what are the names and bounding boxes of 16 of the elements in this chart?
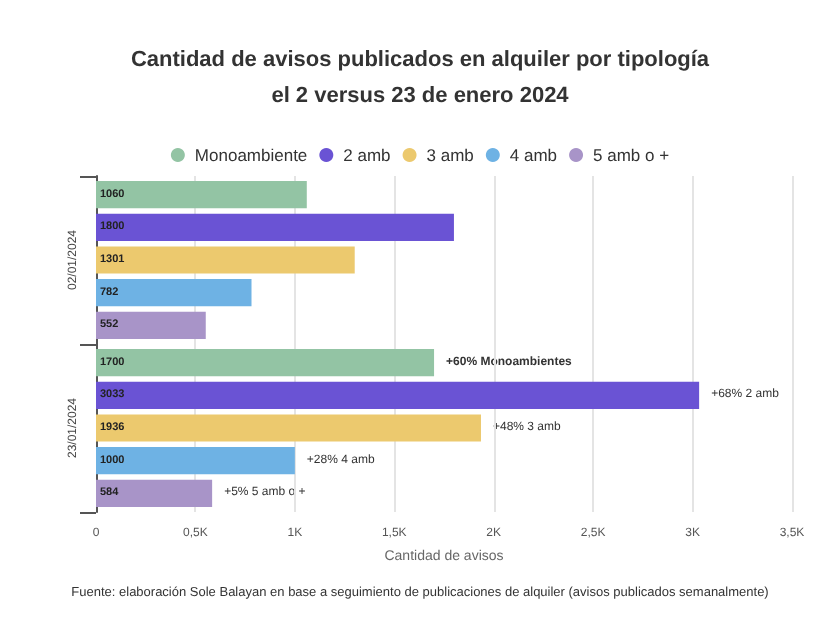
bar xyxy=(96,381,700,409)
bar xyxy=(96,479,213,507)
bar xyxy=(96,349,435,377)
legend-label: 2 amb xyxy=(343,145,392,165)
legend-label: 3 amb xyxy=(426,145,475,165)
bar xyxy=(96,246,355,274)
bar xyxy=(96,213,454,241)
legend-label: 5 amb o + xyxy=(593,145,670,165)
bar xyxy=(96,311,206,339)
chart-title: Cantidad de avisos publicados en alquiler por tipología el 2 versus 23 de enero 2024 xyxy=(130,48,711,108)
legend-label: Monoambiente xyxy=(194,145,308,165)
bar xyxy=(96,279,252,307)
bar xyxy=(96,447,295,475)
legend-label: 4 amb xyxy=(509,145,558,165)
bar xyxy=(96,414,481,442)
bar xyxy=(96,181,307,209)
